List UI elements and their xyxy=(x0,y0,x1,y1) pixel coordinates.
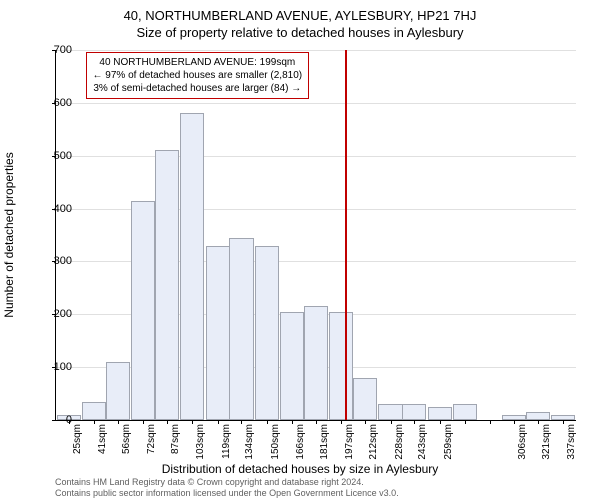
histogram-bar xyxy=(82,402,106,421)
ytick-label: 700 xyxy=(32,44,72,56)
histogram-bar xyxy=(106,362,130,420)
xtick-mark xyxy=(391,420,392,424)
xtick-label: 41sqm xyxy=(97,424,108,474)
histogram-bar xyxy=(378,404,402,420)
histogram-bar xyxy=(453,404,477,420)
xtick-label: 87sqm xyxy=(170,424,181,474)
histogram-bar xyxy=(155,150,179,420)
xtick-mark xyxy=(292,420,293,424)
title-subtitle: Size of property relative to detached ho… xyxy=(0,23,600,40)
xtick-label: 197sqm xyxy=(344,424,355,474)
footer-line2: Contains public sector information licen… xyxy=(55,488,399,498)
footer-attribution: Contains HM Land Registry data © Crown c… xyxy=(55,477,399,498)
xtick-label: 337sqm xyxy=(566,424,577,474)
xtick-mark xyxy=(218,420,219,424)
histogram-bar xyxy=(180,113,204,420)
xtick-label: 119sqm xyxy=(221,424,232,474)
xtick-label: 306sqm xyxy=(517,424,528,474)
histogram-bar xyxy=(402,404,426,420)
xtick-mark xyxy=(538,420,539,424)
footer-line1: Contains HM Land Registry data © Crown c… xyxy=(55,477,399,487)
y-axis-label: Number of detached properties xyxy=(2,152,16,317)
callout-line3: 3% of semi-detached houses are larger (8… xyxy=(93,82,303,95)
xtick-mark xyxy=(241,420,242,424)
histogram-bar xyxy=(255,246,279,420)
histogram-bar xyxy=(329,312,353,420)
callout-box: 40 NORTHUMBERLAND AVENUE: 199sqm ← 97% o… xyxy=(86,52,310,99)
xtick-label: 228sqm xyxy=(394,424,405,474)
xtick-mark xyxy=(143,420,144,424)
xtick-label: 212sqm xyxy=(368,424,379,474)
xtick-label: 103sqm xyxy=(195,424,206,474)
xtick-label: 321sqm xyxy=(541,424,552,474)
xtick-label: 150sqm xyxy=(270,424,281,474)
ytick-label: 100 xyxy=(32,361,72,373)
xtick-label: 166sqm xyxy=(295,424,306,474)
xtick-mark xyxy=(365,420,366,424)
histogram-bar xyxy=(428,407,452,420)
xtick-mark xyxy=(465,420,466,424)
ytick-label: 0 xyxy=(32,414,72,426)
marker-line xyxy=(345,50,347,420)
gridline xyxy=(56,50,576,51)
histogram-bar xyxy=(353,378,377,420)
chart-container: 40, NORTHUMBERLAND AVENUE, AYLESBURY, HP… xyxy=(0,0,600,500)
xtick-mark xyxy=(563,420,564,424)
xtick-mark xyxy=(267,420,268,424)
gridline xyxy=(56,103,576,104)
xtick-label: 181sqm xyxy=(319,424,330,474)
histogram-bar xyxy=(280,312,304,420)
xtick-mark xyxy=(316,420,317,424)
xtick-mark xyxy=(490,420,491,424)
xtick-mark xyxy=(341,420,342,424)
xtick-label: 134sqm xyxy=(244,424,255,474)
plot-area: 40 NORTHUMBERLAND AVENUE: 199sqm ← 97% o… xyxy=(55,50,576,421)
histogram-bar xyxy=(131,201,155,420)
ytick-label: 400 xyxy=(32,203,72,215)
callout-line1: 40 NORTHUMBERLAND AVENUE: 199sqm xyxy=(93,56,303,69)
xtick-mark xyxy=(514,420,515,424)
ytick-label: 200 xyxy=(32,308,72,320)
callout-line2: ← 97% of detached houses are smaller (2,… xyxy=(93,69,303,82)
ytick-label: 500 xyxy=(32,150,72,162)
xtick-label: 72sqm xyxy=(146,424,157,474)
xtick-label: 243sqm xyxy=(417,424,428,474)
xtick-mark xyxy=(94,420,95,424)
histogram-bar xyxy=(229,238,253,420)
xtick-mark xyxy=(167,420,168,424)
xtick-mark xyxy=(440,420,441,424)
ytick-label: 600 xyxy=(32,97,72,109)
xtick-label: 259sqm xyxy=(443,424,454,474)
xtick-label: 56sqm xyxy=(121,424,132,474)
histogram-bar xyxy=(526,412,550,420)
ytick-label: 300 xyxy=(32,255,72,267)
histogram-bar xyxy=(304,306,328,420)
title-address: 40, NORTHUMBERLAND AVENUE, AYLESBURY, HP… xyxy=(0,0,600,23)
xtick-mark xyxy=(192,420,193,424)
histogram-bar xyxy=(206,246,230,420)
xtick-label: 25sqm xyxy=(72,424,83,474)
gridline xyxy=(56,156,576,157)
xtick-mark xyxy=(414,420,415,424)
xtick-mark xyxy=(118,420,119,424)
